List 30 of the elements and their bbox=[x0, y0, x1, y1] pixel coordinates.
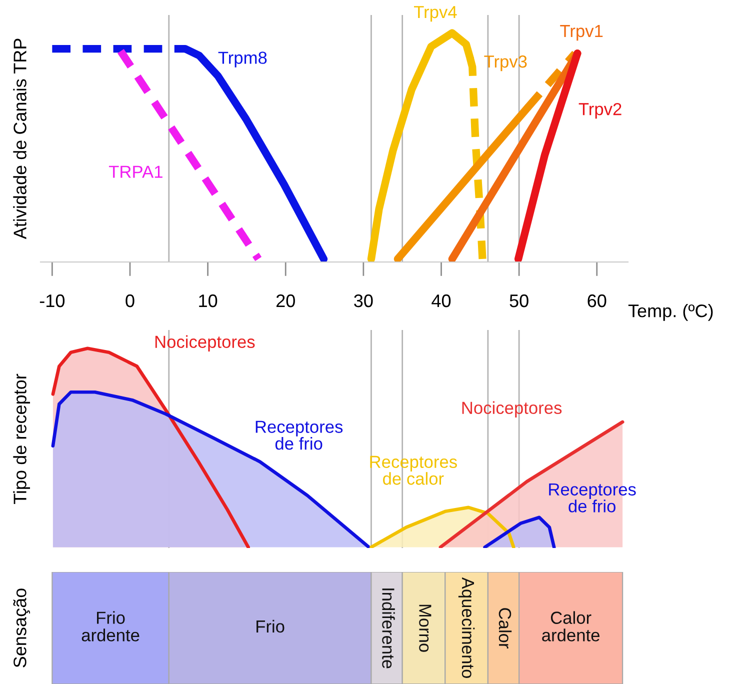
text: Trpv3 bbox=[484, 55, 527, 72]
series-label: Trpv2 bbox=[578, 102, 622, 119]
x-tick-label: 40 bbox=[432, 294, 451, 308]
x-tick-label: 50 bbox=[510, 294, 528, 308]
series-label: Calor ardente bbox=[542, 611, 600, 642]
series-label: Trpv4 bbox=[414, 6, 457, 22]
series-label: Trpm8 bbox=[218, 52, 267, 68]
x-tick-label: 30 bbox=[354, 294, 373, 308]
series-label: Frio ardente bbox=[82, 611, 140, 642]
series-label: Indiferente bbox=[382, 588, 395, 668]
y-axis-title: Tipo de receptor bbox=[13, 374, 30, 504]
series-label: Frio bbox=[256, 620, 284, 633]
x-tick-label: 60 bbox=[588, 294, 606, 308]
series-label: Calor bbox=[498, 608, 512, 648]
text: Nociceptores bbox=[462, 401, 562, 418]
series-label: Trpv1 bbox=[560, 25, 603, 41]
x-tick-label: 0 bbox=[126, 294, 134, 308]
series-label: Nociceptores bbox=[155, 335, 255, 352]
x-tick-label: 10 bbox=[199, 294, 218, 308]
y-axis-title: Atividade de Canais TRP bbox=[13, 38, 26, 240]
series-label: Morno bbox=[419, 604, 432, 652]
series-label: Receptores de frio bbox=[549, 483, 636, 512]
x-axis-title: Temp. (ºC) bbox=[628, 304, 713, 321]
x-tick-label: 20 bbox=[276, 294, 295, 308]
series-label: Aquecimento bbox=[458, 577, 475, 678]
x-tick-label: -10 bbox=[40, 294, 65, 308]
series-label: Receptores de frio bbox=[256, 420, 343, 450]
series-label: Receptores de calor bbox=[370, 456, 457, 485]
y-axis-title: Sensação bbox=[13, 588, 30, 668]
series-label: TRPA1 bbox=[108, 166, 162, 178]
